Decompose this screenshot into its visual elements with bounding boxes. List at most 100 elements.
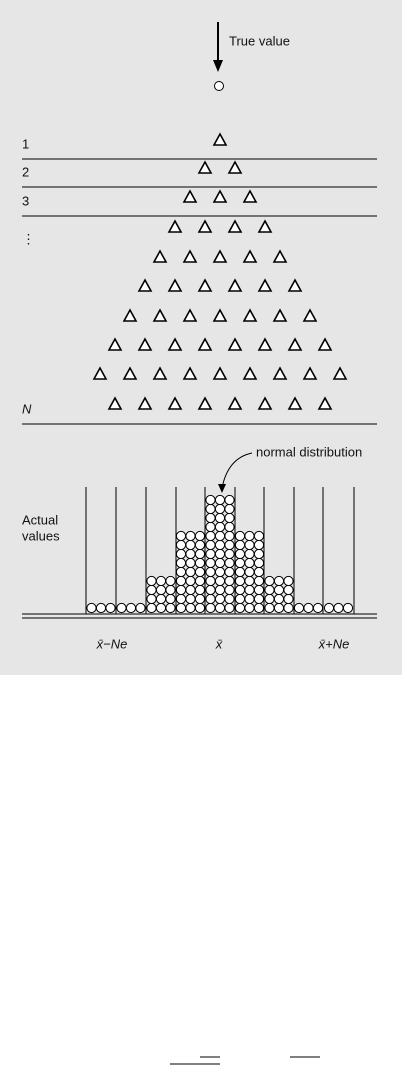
triangle <box>167 337 183 351</box>
ball <box>253 584 265 596</box>
ball <box>234 575 246 587</box>
triangle <box>242 366 258 380</box>
triangle <box>137 396 153 410</box>
ball <box>185 539 196 551</box>
triangle-row <box>107 337 333 351</box>
triangle <box>272 249 288 263</box>
ball <box>185 566 196 578</box>
ball <box>264 602 275 614</box>
ball <box>253 548 265 560</box>
triangle <box>317 337 333 351</box>
triangle <box>137 337 153 351</box>
ball <box>224 530 235 542</box>
ball <box>283 575 294 587</box>
triangle <box>242 189 258 203</box>
triangle-row <box>167 219 273 233</box>
ball <box>224 494 235 506</box>
ball <box>165 593 176 605</box>
ball <box>214 521 226 533</box>
ball <box>95 602 107 614</box>
ball <box>175 602 187 614</box>
bin-stack <box>116 602 146 614</box>
triangle <box>182 366 198 380</box>
triangle <box>152 366 168 380</box>
ball <box>214 602 226 614</box>
ball <box>165 602 176 614</box>
ball <box>165 575 176 587</box>
ball <box>224 503 235 515</box>
triangle <box>227 396 243 410</box>
ball <box>194 593 206 605</box>
ball <box>205 539 216 551</box>
ball <box>244 539 255 551</box>
ball <box>273 593 285 605</box>
ball <box>323 602 335 614</box>
ball <box>205 602 216 614</box>
triangle <box>287 337 303 351</box>
triangle <box>197 160 213 174</box>
ball <box>205 575 216 587</box>
triangle <box>287 396 303 410</box>
ball <box>244 575 255 587</box>
ball <box>253 593 265 605</box>
triangle <box>227 278 243 292</box>
triangle <box>107 396 123 410</box>
bin-stack <box>205 494 235 614</box>
ball <box>244 557 255 569</box>
ball <box>146 602 157 614</box>
triangle-row <box>92 366 348 380</box>
ball <box>214 593 226 605</box>
triangle-row <box>182 189 258 203</box>
bin-stack <box>146 575 176 614</box>
ball <box>234 557 246 569</box>
ball <box>312 602 324 614</box>
ball <box>253 530 265 542</box>
ball <box>194 584 206 596</box>
ball <box>105 602 116 614</box>
annotation-arrow <box>221 452 253 489</box>
row-label: 1 <box>22 136 29 151</box>
ball <box>253 575 265 587</box>
triangle <box>167 278 183 292</box>
triangle <box>122 308 138 322</box>
ball <box>86 602 97 614</box>
triangle <box>227 219 243 233</box>
row-label: 2 <box>22 164 29 179</box>
ball <box>214 494 226 506</box>
ball <box>234 593 246 605</box>
ball <box>125 602 137 614</box>
ball <box>214 557 226 569</box>
triangle <box>107 337 123 351</box>
ball <box>194 575 206 587</box>
ball <box>175 593 187 605</box>
ball <box>185 548 196 560</box>
triangle <box>182 189 198 203</box>
ball <box>214 584 226 596</box>
bin-stack <box>86 602 116 614</box>
ball <box>155 575 167 587</box>
triangle <box>317 396 333 410</box>
triangle <box>257 219 273 233</box>
triangle <box>287 278 303 292</box>
ball <box>244 548 255 560</box>
ball <box>185 530 196 542</box>
ball <box>283 593 294 605</box>
ball <box>185 593 196 605</box>
ball <box>185 584 196 596</box>
triangle <box>257 396 273 410</box>
ball <box>194 530 206 542</box>
axis-label: values <box>22 528 60 543</box>
triangle <box>227 337 243 351</box>
triangle <box>152 308 168 322</box>
ball <box>224 566 235 578</box>
ball <box>273 602 285 614</box>
ball <box>303 602 314 614</box>
triangle <box>167 219 183 233</box>
ball <box>273 584 285 596</box>
bin-stack <box>264 575 294 614</box>
ball <box>194 566 206 578</box>
ball <box>264 584 275 596</box>
ball <box>146 584 157 596</box>
triangle <box>242 308 258 322</box>
